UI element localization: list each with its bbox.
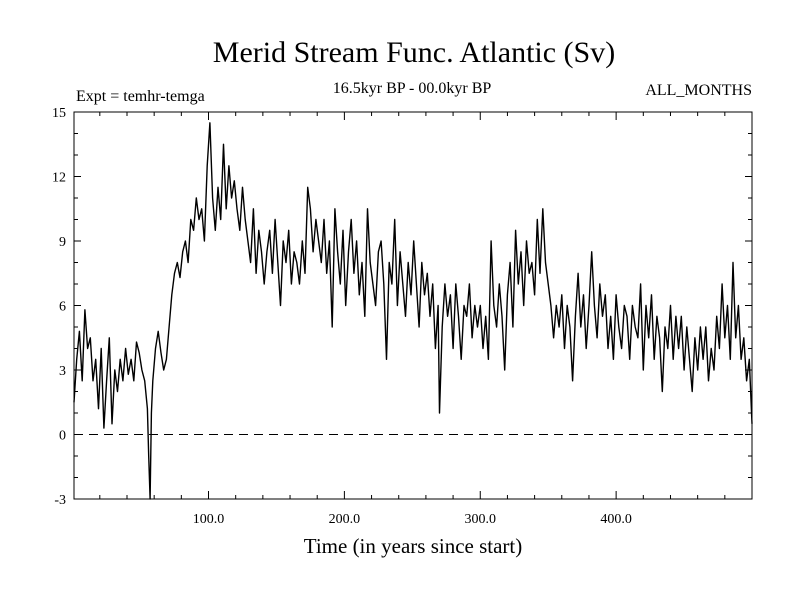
x-axis-label: Time (in years since start) bbox=[304, 534, 523, 558]
series-line bbox=[73, 122, 753, 500]
y-tick-label: 15 bbox=[52, 106, 66, 121]
x-tick-label: 100.0 bbox=[193, 512, 225, 527]
y-tick-label: -3 bbox=[54, 493, 66, 508]
period-label: 16.5kyr BP - 00.0kyr BP bbox=[333, 80, 492, 97]
x-axis: 100.0 200.0 300.0 400.0 bbox=[99, 112, 726, 527]
chart-title: Merid Stream Func. Atlantic (Sv) bbox=[213, 36, 615, 69]
x-tick-label: 200.0 bbox=[329, 512, 361, 527]
months-label: ALL_MONTHS bbox=[645, 82, 752, 99]
x-tick-label: 300.0 bbox=[465, 512, 497, 527]
y-axis: -3 0 3 6 9 12 15 bbox=[52, 106, 752, 508]
y-tick-label: 9 bbox=[59, 235, 66, 250]
y-tick-label: 3 bbox=[59, 364, 66, 379]
y-tick-label: 6 bbox=[59, 300, 66, 315]
x-tick-label: 400.0 bbox=[600, 512, 632, 527]
y-tick-label: 0 bbox=[59, 429, 66, 444]
experiment-label: Expt = temhr-temga bbox=[76, 88, 205, 105]
y-tick-label: 12 bbox=[52, 171, 66, 186]
